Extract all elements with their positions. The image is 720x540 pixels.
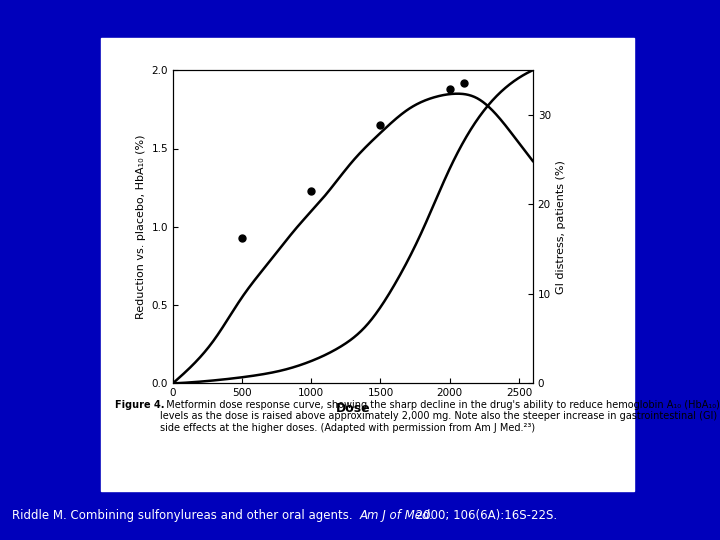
Point bbox=[374, 120, 386, 129]
Text: 2000; 106(6A):16S-22S.: 2000; 106(6A):16S-22S. bbox=[412, 509, 557, 522]
Point bbox=[236, 233, 248, 242]
Text: Am J of Med.: Am J of Med. bbox=[360, 509, 434, 522]
Point bbox=[444, 85, 456, 93]
Y-axis label: GI distress, patients (%): GI distress, patients (%) bbox=[557, 160, 567, 294]
Point bbox=[458, 78, 469, 87]
Point bbox=[305, 186, 317, 195]
Text: Figure 4.: Figure 4. bbox=[115, 400, 165, 410]
Text: Metformin dose response curve, showing the sharp decline in the drug's ability t: Metformin dose response curve, showing t… bbox=[160, 400, 720, 433]
Text: Riddle M. Combining sulfonylureas and other oral agents.: Riddle M. Combining sulfonylureas and ot… bbox=[12, 509, 360, 522]
Y-axis label: Reduction vs. placebo, HbA₁₀ (%): Reduction vs. placebo, HbA₁₀ (%) bbox=[136, 134, 145, 319]
X-axis label: Dose: Dose bbox=[336, 402, 370, 415]
